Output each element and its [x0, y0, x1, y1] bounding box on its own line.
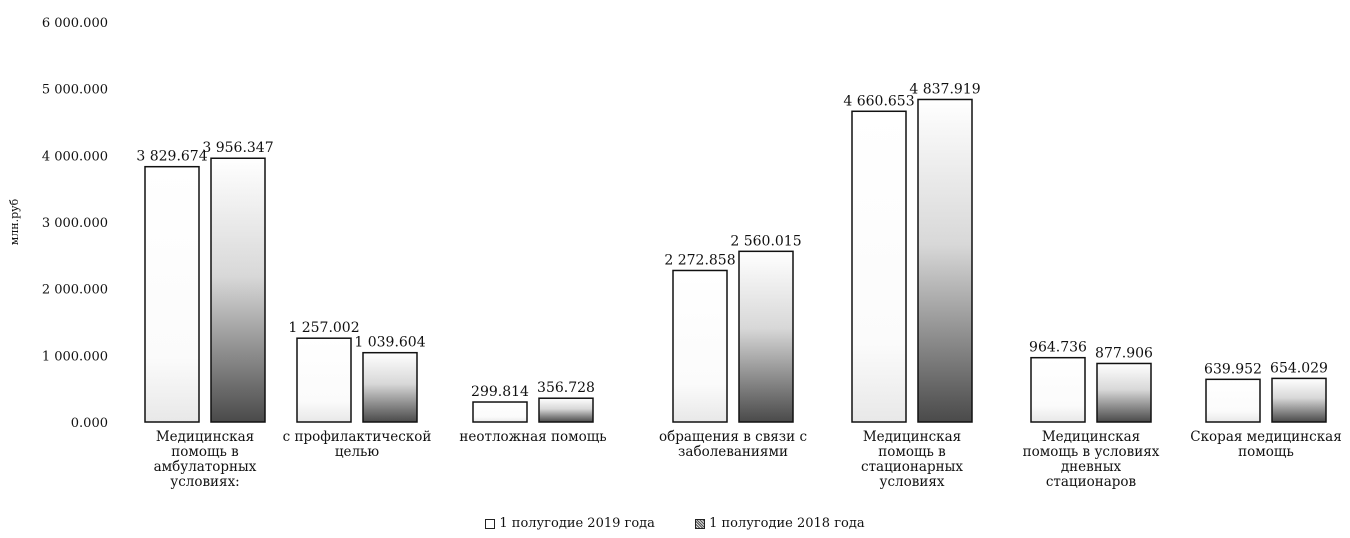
category-label: Скорая медицинская помощь — [1190, 429, 1342, 460]
bar-2018-0 — [210, 157, 266, 423]
data-label: 4 837.919 — [909, 81, 980, 97]
data-label: 4 660.653 — [843, 93, 914, 109]
legend-swatch-2019 — [485, 518, 496, 529]
bar-2018-4 — [917, 98, 973, 423]
data-label: 2 560.015 — [730, 233, 801, 249]
category-label: обращения в связи с заболеваниями — [658, 429, 808, 460]
bar-chart: 0.000 1 000.000 2 000.000 3 000.000 4 000.00… — [8, 16, 1328, 431]
bar-2019-4 — [851, 110, 907, 423]
legend-item-2019: 1 полугодие 2019 года — [485, 516, 655, 531]
category-label: Медицинская помощь в стационарных услови… — [861, 429, 963, 490]
legend-item-2018: 1 полугодие 2018 года — [695, 516, 865, 531]
y-tick-label: 2 000.000 — [42, 283, 108, 298]
category-label: Медицинская помощь в условиях дневных ст… — [1022, 429, 1160, 490]
bar-2018-5 — [1096, 362, 1152, 423]
category-label: с профилактической целью — [282, 429, 432, 460]
bar-2019-1 — [296, 337, 352, 423]
data-label: 1 039.604 — [354, 335, 425, 351]
y-tick-label: 4 000.000 — [42, 149, 108, 164]
bar-2018-3 — [738, 250, 794, 423]
data-label: 3 829.674 — [136, 149, 207, 165]
data-label: 1 257.002 — [288, 320, 359, 336]
y-tick-label: 3 000.000 — [42, 216, 108, 231]
bar-2019-3 — [672, 269, 728, 423]
y-tick-label: 6 000.000 — [42, 16, 108, 31]
data-label: 2 272.858 — [664, 252, 735, 268]
y-tick-label: 0.000 — [71, 416, 108, 431]
bar-2019-5 — [1030, 356, 1086, 423]
data-label: 299.814 — [471, 384, 529, 400]
data-label: 877.906 — [1095, 345, 1153, 361]
data-label: 3 956.347 — [202, 140, 273, 156]
y-axis-label: млн.руб — [8, 198, 21, 245]
y-tick-label: 5 000.000 — [42, 83, 108, 98]
data-label: 654.029 — [1270, 360, 1328, 376]
category-label: Медицинская помощь в амбулаторных услови… — [153, 429, 257, 490]
legend-label-2018: 1 полугодие 2018 года — [709, 516, 865, 531]
bar-2019-0 — [144, 165, 200, 423]
legend: 1 полугодие 2019 года 1 полугодие 2018 г… — [0, 516, 1350, 531]
bar-2018-1 — [362, 351, 418, 423]
data-label: 964.736 — [1029, 340, 1087, 356]
bar-2019-6 — [1205, 378, 1261, 423]
category-label: неотложная помощь — [459, 429, 607, 445]
data-label: 639.952 — [1204, 361, 1262, 377]
bar-2019-2 — [472, 401, 528, 423]
y-tick-label: 1 000.000 — [42, 349, 108, 364]
legend-swatch-2018 — [695, 518, 706, 529]
legend-label-2019: 1 полугодие 2019 года — [499, 516, 655, 531]
bar-2018-6 — [1271, 377, 1327, 423]
bar-2018-2 — [538, 397, 594, 423]
data-label: 356.728 — [537, 380, 595, 396]
